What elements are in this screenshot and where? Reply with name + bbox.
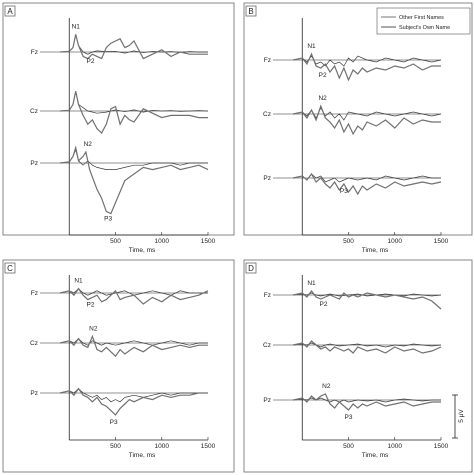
panel-tag-label: D: [248, 264, 254, 273]
x-axis-label: Time, ms: [362, 247, 389, 254]
x-tick-label: 500: [110, 443, 121, 450]
panel-tag-label: C: [7, 264, 13, 273]
channel-pz: Pz N2 P3: [30, 141, 209, 222]
channel-fz: Fz N1 P2: [31, 23, 208, 65]
peak-label: N2: [322, 383, 331, 390]
channel-label: Fz: [264, 292, 271, 299]
peak-label: P2: [320, 301, 328, 308]
channel-cz: Cz N2: [263, 95, 442, 136]
series-own-name: [59, 287, 209, 305]
panel-tag-box: [4, 5, 16, 17]
x-tick-label: 500: [110, 238, 121, 245]
scale-bar-label: 5 μV: [458, 409, 465, 423]
x-axis-label: Time, ms: [129, 247, 156, 254]
x-tick-label: 500: [343, 238, 354, 245]
channel-label: Cz: [30, 108, 38, 115]
x-tick-label: 1000: [155, 238, 170, 245]
x-axis-label: Time, ms: [362, 452, 389, 459]
panel-frame: [243, 2, 473, 236]
legend-own-label: Subject's Own Name: [399, 25, 450, 31]
series-own-name: [59, 34, 208, 60]
series-other-names: [59, 148, 208, 170]
series-own-name: [59, 334, 208, 358]
panel-c: C 500 1000 1500 Time, ms Fz N1 P2 Cz N2 Pz P3: [2, 259, 235, 473]
x-tick-label: 1500: [201, 443, 216, 450]
channel-cz: Cz: [263, 340, 442, 354]
series-other-names: [59, 388, 208, 403]
panel-frame: [243, 259, 473, 473]
x-tick-label: 1000: [155, 443, 170, 450]
panel-a: A 500 1000 1500 Time, ms Fz N1 P2 Cz Pz N2 P3: [2, 2, 235, 254]
series-own-name: [292, 340, 442, 354]
peak-label: P3: [110, 419, 118, 426]
x-tick-label: 1000: [388, 443, 403, 450]
channel-fz: Fz N1 P2: [31, 278, 209, 308]
channel-cz: Cz: [30, 91, 209, 134]
channel-pz: Pz P3: [30, 387, 208, 426]
peak-label: P3: [104, 215, 112, 222]
panel-d: D 500 1000 1500 Time, ms Fz N1 P2 Cz Pz N2 P3: [243, 259, 473, 473]
peak-label: P2: [319, 72, 327, 79]
series-own-name: [292, 393, 441, 411]
channel-label: Pz: [30, 160, 38, 167]
x-tick-label: 1000: [388, 238, 403, 245]
peak-label: P2: [87, 58, 95, 65]
series-other-names: [59, 34, 208, 55]
x-tick-label: 500: [343, 443, 354, 450]
panel-tag-box: [4, 262, 16, 274]
series-own-name: [292, 290, 442, 310]
channel-fz: Fz N1 P2: [264, 43, 442, 82]
x-tick-label: 1500: [434, 238, 449, 245]
channel-label: Pz: [263, 175, 271, 182]
panel-tag-label: A: [7, 7, 13, 16]
x-tick-label: 1500: [434, 443, 449, 450]
panel-tag-box: [245, 262, 257, 274]
channel-label: Fz: [264, 57, 271, 64]
channel-label: Cz: [30, 340, 38, 347]
series-other-names: [292, 173, 441, 183]
channel-fz: Fz N1 P2: [264, 280, 442, 310]
channel-label: Pz: [263, 397, 271, 404]
series-other-names: [292, 397, 441, 403]
peak-label: P2: [87, 301, 95, 308]
panel-tag-label: B: [248, 7, 253, 16]
channel-label: Cz: [263, 111, 271, 118]
channel-label: Pz: [30, 390, 38, 397]
legend-box: [376, 7, 471, 35]
legend-other-label: Other First Names: [399, 15, 444, 21]
channel-label: Fz: [31, 49, 38, 56]
channel-pz: Pz P3: [263, 172, 442, 196]
series-own-name: [292, 172, 442, 196]
channel-label: Fz: [31, 290, 38, 297]
panel-tag-box: [245, 5, 257, 17]
series-own-name: [59, 387, 208, 416]
channel-pz: Pz N2 P3: [263, 383, 441, 421]
scale-bar: 5 μV: [452, 394, 465, 439]
series-own-name: [59, 145, 209, 215]
peak-label: N1: [307, 43, 316, 50]
peak-label: N2: [84, 141, 93, 148]
peak-label: P3: [340, 188, 348, 195]
x-tick-label: 1500: [201, 238, 216, 245]
panel-b: B 500 1000 1500 Time, ms Fz N1 P2 Cz N2 Pz P3: [243, 2, 473, 254]
peak-label: N1: [307, 280, 316, 287]
channel-cz: Cz N2: [30, 325, 208, 358]
series-own-name: [292, 104, 441, 136]
panel-frame: [2, 259, 235, 473]
channel-label: Cz: [263, 342, 271, 349]
legend: Other First Names Subject's Own Name: [376, 7, 471, 35]
x-axis-label: Time, ms: [129, 452, 156, 459]
peak-label: N2: [318, 95, 327, 102]
series-other-names: [59, 91, 209, 114]
peak-label: N1: [74, 278, 83, 285]
series-own-name: [59, 91, 208, 134]
series-other-names: [292, 342, 442, 348]
peak-label: N2: [89, 325, 98, 332]
peak-label: N1: [72, 23, 81, 30]
series-own-name: [292, 52, 441, 82]
peak-label: P3: [345, 414, 353, 421]
